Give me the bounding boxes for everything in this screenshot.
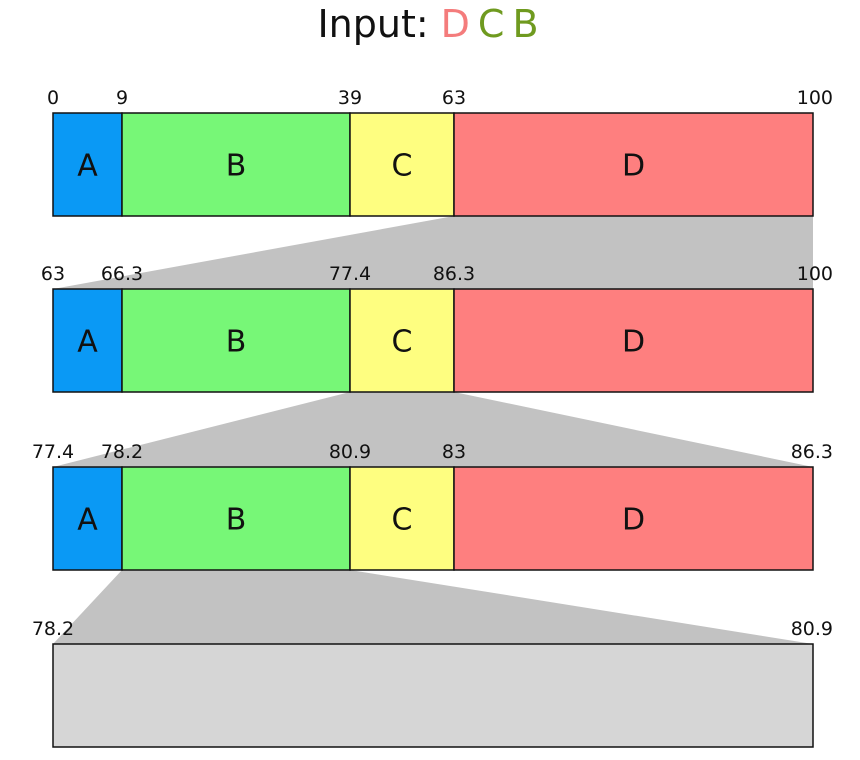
title-symbol-d: D xyxy=(440,2,470,46)
segment-label-d: D xyxy=(622,325,645,360)
segment-label-c: C xyxy=(392,149,413,184)
segment-label-b: B xyxy=(226,149,247,184)
tick-label: 77.4 xyxy=(32,441,74,463)
tick-label: 9 xyxy=(116,87,128,109)
segment-a xyxy=(52,288,123,393)
tick-label: 86.3 xyxy=(433,263,475,285)
interval-row-1: A B C D 0 9 39 63 100 xyxy=(47,87,833,217)
tick-label: 66.3 xyxy=(101,263,143,285)
interval-row-2: A B C D 63 66.3 77.4 86.3 100 xyxy=(41,263,833,393)
segment-a xyxy=(52,112,123,217)
zoom-connector-1 xyxy=(53,216,813,289)
title-prefix: Input: xyxy=(317,2,429,46)
segment-label-d: D xyxy=(622,149,645,184)
zoom-connector-3 xyxy=(53,570,813,644)
segment-d xyxy=(453,112,814,217)
title-symbol-b: B xyxy=(512,2,539,46)
segment-a xyxy=(52,466,123,571)
tick-label: 77.4 xyxy=(329,263,371,285)
tick-label: 0 xyxy=(47,87,59,109)
tick-label: 100 xyxy=(797,263,833,285)
title-symbol-c: C xyxy=(477,2,505,46)
segment-d xyxy=(453,288,814,393)
tick-label: 80.9 xyxy=(791,618,833,640)
segment-label-c: C xyxy=(392,325,413,360)
tick-label: 63 xyxy=(442,87,466,109)
interval-row-3: A B C D 77.4 78.2 80.9 83 86.3 xyxy=(32,441,833,571)
tick-label: 78.2 xyxy=(101,441,143,463)
interval-row-4: 78.2 80.9 xyxy=(32,618,833,748)
tick-label: 83 xyxy=(442,441,466,463)
segment-label-c: C xyxy=(392,503,413,538)
segment-c xyxy=(349,112,455,217)
tick-label: 78.2 xyxy=(32,618,74,640)
segment-label-b: B xyxy=(226,503,247,538)
empty-interval xyxy=(52,643,814,748)
segment-label-a: A xyxy=(77,149,98,184)
segment-d xyxy=(453,466,814,571)
tick-label: 86.3 xyxy=(791,441,833,463)
segment-c xyxy=(349,466,455,571)
segment-c xyxy=(349,288,455,393)
tick-label: 63 xyxy=(41,263,65,285)
tick-label: 80.9 xyxy=(329,441,371,463)
segment-b xyxy=(121,112,351,217)
segment-label-a: A xyxy=(77,503,98,538)
segment-b xyxy=(121,466,351,571)
segment-label-a: A xyxy=(77,325,98,360)
segment-b xyxy=(121,288,351,393)
tick-label: 100 xyxy=(797,87,833,109)
zoom-connector-2 xyxy=(53,392,813,467)
tick-label: 39 xyxy=(338,87,362,109)
segment-label-d: D xyxy=(622,503,645,538)
title: Input: D C B xyxy=(0,2,860,46)
segment-label-b: B xyxy=(226,325,247,360)
